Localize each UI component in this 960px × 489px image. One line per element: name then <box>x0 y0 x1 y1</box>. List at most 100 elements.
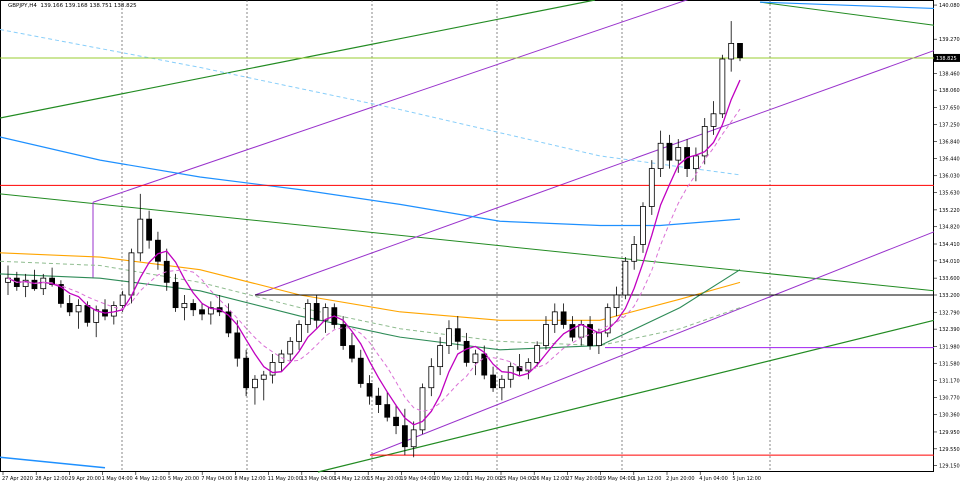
candle-body-42 <box>375 395 382 405</box>
candle-body-9 <box>84 305 91 323</box>
candle-body-64 <box>569 324 576 338</box>
candle-body-25 <box>225 311 232 334</box>
y-tick-label-13: 134.010 <box>939 259 960 265</box>
candle-body-70 <box>622 260 629 296</box>
candle-body-44 <box>393 416 399 427</box>
y-tick-label-4: 137.650 <box>939 105 960 111</box>
candle-body-76 <box>675 147 682 161</box>
candle-body-62 <box>551 311 558 325</box>
candle-body-39 <box>349 345 355 359</box>
x-tick-label-0: 27 Apr 2020 <box>2 476 33 482</box>
y-tick-label-15: 133.200 <box>939 293 960 299</box>
candle-body-68 <box>604 307 611 334</box>
blue-top-line <box>759 1 935 10</box>
candle-body-4 <box>40 277 47 290</box>
candle-body-78 <box>693 155 699 169</box>
y-tick-label-3: 138.060 <box>939 88 960 94</box>
violet-fast-average <box>7 79 741 426</box>
candle-body-21 <box>190 303 197 311</box>
y-tick-label-14: 133.600 <box>939 276 960 282</box>
candle-body-50 <box>446 328 452 346</box>
plot-frame <box>0 0 934 472</box>
chart-header: GBPJPY,H4 139.166 139.168 138.751 138.82… <box>8 3 137 9</box>
candle-body-14 <box>128 252 135 296</box>
blue-bottom-line <box>0 456 106 469</box>
x-tick-label-16: 26 May 12:00 <box>533 476 567 482</box>
x-tick-label-10: 14 May 12:00 <box>334 476 368 482</box>
candle-body-81 <box>719 58 726 115</box>
violet-dashed-average <box>7 108 741 412</box>
candle-body-65 <box>578 324 585 338</box>
green-top-line <box>759 1 935 26</box>
candle-body-69 <box>613 294 620 309</box>
candle-body-60 <box>534 345 541 363</box>
last-price-tag <box>934 53 960 62</box>
x-tick-label-19: 1 Jun 12:00 <box>633 476 662 482</box>
candle-body-63 <box>560 311 567 325</box>
y-tick-label-24: 129.550 <box>939 447 960 453</box>
candle-body-29 <box>260 374 267 380</box>
candle-body-40 <box>357 357 364 384</box>
candle-body-8 <box>75 305 82 313</box>
candle-body-54 <box>481 353 488 376</box>
x-tick-label-17: 27 May 20:00 <box>566 476 600 482</box>
y-tick-label-2: 138.460 <box>939 71 960 77</box>
purple-channel-lower <box>369 231 935 456</box>
x-tick-label-3: 1 May 04:00 <box>102 476 133 482</box>
candle-body-61 <box>543 324 549 346</box>
x-tick-label-12: 19 May 04:00 <box>400 476 434 482</box>
candle-body-49 <box>437 345 444 368</box>
candle-body-59 <box>525 362 532 372</box>
purple-channel-upper <box>92 0 689 203</box>
y-tick-label-17: 132.390 <box>939 327 960 333</box>
candle-body-47 <box>419 387 426 431</box>
y-tick-label-18: 131.980 <box>939 344 960 350</box>
y-tick-label-5: 137.250 <box>939 122 960 128</box>
x-tick-label-1: 28 Apr 12:00 <box>35 476 68 482</box>
candle-body-75 <box>666 142 673 161</box>
x-tick-label-18: 29 May 04:00 <box>600 476 634 482</box>
candle-body-22 <box>199 309 205 315</box>
x-tick-label-4: 4 May 12:00 <box>135 476 166 482</box>
y-tick-label-0: 140.080 <box>939 3 960 9</box>
candle-body-73 <box>648 168 655 207</box>
y-tick-label-7: 136.440 <box>939 156 960 162</box>
y-tick-label-6: 136.840 <box>939 140 960 146</box>
candle-body-18 <box>163 260 170 283</box>
x-tick-label-11: 15 May 20:00 <box>367 476 401 482</box>
x-tick-label-2: 29 Apr 20:00 <box>68 476 101 482</box>
green-channel-upper <box>0 0 596 119</box>
ohlc-readout: 139.166 139.168 138.751 138.825 <box>40 3 137 9</box>
last-price-label: 138.825 <box>936 56 957 62</box>
x-tick-label-5: 5 May 20:00 <box>168 476 199 482</box>
candle-body-32 <box>287 340 294 355</box>
candle-body-46 <box>410 429 417 448</box>
y-tick-label-21: 130.770 <box>939 395 960 401</box>
candle-body-30 <box>269 362 276 376</box>
x-tick-label-7: 8 May 12:00 <box>234 476 265 482</box>
y-tick-label-19: 131.580 <box>939 361 960 367</box>
candle-body-80 <box>710 113 717 127</box>
y-tick-label-16: 132.790 <box>939 310 960 316</box>
y-tick-label-25: 129.150 <box>939 464 960 470</box>
y-tick-label-8: 136.030 <box>939 174 960 180</box>
candle-body-5 <box>49 277 55 285</box>
green-downtrend-line <box>0 193 935 292</box>
y-tick-label-22: 130.360 <box>939 413 960 419</box>
candle-body-51 <box>454 328 461 342</box>
x-tick-label-9: 13 May 04:00 <box>301 476 335 482</box>
blue-dashed-average <box>0 29 741 176</box>
x-tick-label-13: 20 May 12:00 <box>434 476 468 482</box>
purple-channel-middle <box>254 50 935 296</box>
candle-body-27 <box>243 357 250 389</box>
candle-body-19 <box>172 281 179 309</box>
candle-body-13 <box>119 294 126 306</box>
candle-body-15 <box>137 218 144 254</box>
candle-body-23 <box>207 307 214 315</box>
candle-body-55 <box>490 374 496 389</box>
candle-body-53 <box>472 353 479 363</box>
y-tick-label-23: 129.950 <box>939 430 960 436</box>
candle-body-17 <box>155 239 161 262</box>
